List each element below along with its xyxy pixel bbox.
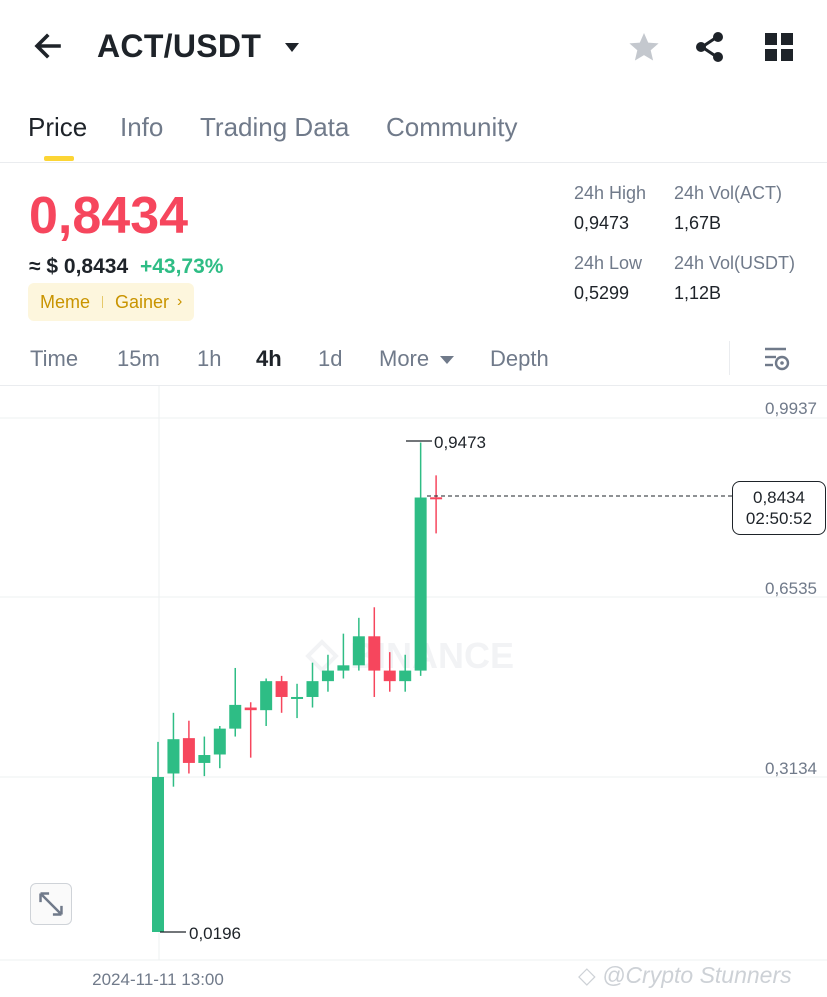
chart-settings-icon[interactable] xyxy=(762,344,792,374)
tag-separator xyxy=(102,296,104,308)
candle-body xyxy=(291,696,304,699)
candle-body xyxy=(152,776,164,932)
interval-15m[interactable]: 15m xyxy=(117,346,160,371)
share-icon[interactable] xyxy=(692,29,728,65)
stat-vol-base-value: 1,67B xyxy=(674,213,722,233)
candle-body xyxy=(399,670,412,682)
interval-1d[interactable]: 1d xyxy=(318,346,343,371)
interval-1h[interactable]: 1h xyxy=(197,346,222,371)
stat-low-value: 0,5299 xyxy=(574,283,630,303)
usd-price-line: ≈ $ 0,8434 +43,73% xyxy=(29,255,223,279)
tab-price[interactable]: Price xyxy=(28,112,88,142)
top-bar: ACT/USDT xyxy=(0,0,827,95)
candle-body xyxy=(352,636,365,666)
candle-body xyxy=(229,704,242,729)
tab-trading-data[interactable]: Trading Data xyxy=(200,112,350,142)
y-tick-label: 0,9937 xyxy=(765,399,817,418)
tab-info[interactable]: Info xyxy=(120,112,164,142)
interval-time[interactable]: Time xyxy=(30,346,79,371)
candle-body xyxy=(321,670,334,682)
diamond-logo-icon: ◇ xyxy=(578,962,596,988)
y-tick-label: 0,3134 xyxy=(765,759,817,778)
candle-body xyxy=(275,681,288,697)
stat-vol-base-label: 24h Vol(ACT) xyxy=(674,183,783,203)
candle-body xyxy=(306,681,319,697)
interval-more[interactable]: More xyxy=(379,346,455,372)
tag-meme: Meme xyxy=(40,291,91,312)
credit-watermark: ◇ @Crypto Stunners xyxy=(578,962,792,989)
usd-prefix: ≈ $ xyxy=(29,255,59,278)
candle-body xyxy=(182,738,195,763)
low-marker-label: 0,0196 xyxy=(189,924,241,943)
interval-divider xyxy=(729,341,730,375)
stat-vol-quote-value: 1,12B xyxy=(674,283,722,303)
stat-vol-quote-label: 24h Vol(USDT) xyxy=(674,253,796,273)
stat-high-label: 24h High xyxy=(574,183,647,203)
expand-icon[interactable] xyxy=(30,883,72,925)
stat-high-value: 0,9473 xyxy=(574,213,630,233)
grid-icon[interactable] xyxy=(762,30,796,64)
usd-value: 0,8434 xyxy=(63,255,129,278)
chevron-right-icon: › xyxy=(177,293,183,310)
candle-body xyxy=(383,670,396,682)
credit-text: @Crypto Stunners xyxy=(602,962,792,988)
candle-body xyxy=(198,755,211,763)
candle-body xyxy=(414,497,427,671)
interval-depth[interactable]: Depth xyxy=(490,346,549,371)
candlestick-chart[interactable]: BINANCE 0,9937 0,6535 0,3134 2024-11-11 … xyxy=(0,385,827,997)
stat-low-label: 24h Low xyxy=(574,253,643,273)
active-tab-indicator xyxy=(44,156,74,161)
candle-body xyxy=(244,707,257,711)
last-price: 0,8434 xyxy=(29,187,189,245)
candle-body xyxy=(430,497,443,500)
tab-community[interactable]: Community xyxy=(386,112,518,142)
dropdown-caret-icon[interactable] xyxy=(283,40,301,54)
tag-chip[interactable]: Meme Gainer › xyxy=(28,283,195,321)
candle-body xyxy=(368,636,381,671)
tabs-divider xyxy=(0,162,827,163)
dropdown-caret-icon xyxy=(440,356,455,365)
current-price-label: 0,8434 xyxy=(753,488,805,507)
interval-4h[interactable]: 4h xyxy=(256,346,282,371)
price-change: +43,73% xyxy=(139,255,224,278)
x-tick-label: 2024-11-11 13:00 xyxy=(92,970,224,989)
countdown-label: 02:50:52 xyxy=(745,509,813,528)
candle-body xyxy=(260,681,273,711)
candle-body xyxy=(213,728,226,755)
star-icon[interactable] xyxy=(626,30,662,66)
y-tick-label: 0,6535 xyxy=(765,579,817,598)
candle-body xyxy=(167,739,180,774)
pair-title[interactable]: ACT/USDT xyxy=(97,28,262,64)
current-price-box: 0,8434 02:50:52 xyxy=(732,481,826,535)
chart-top-divider xyxy=(0,385,827,386)
back-arrow-icon[interactable] xyxy=(28,26,68,66)
high-marker-label: 0,9473 xyxy=(434,433,486,452)
candle-body xyxy=(337,665,350,671)
tag-gainer: Gainer xyxy=(115,291,170,312)
interval-more-label: More xyxy=(379,346,430,371)
candles-group xyxy=(152,442,443,932)
